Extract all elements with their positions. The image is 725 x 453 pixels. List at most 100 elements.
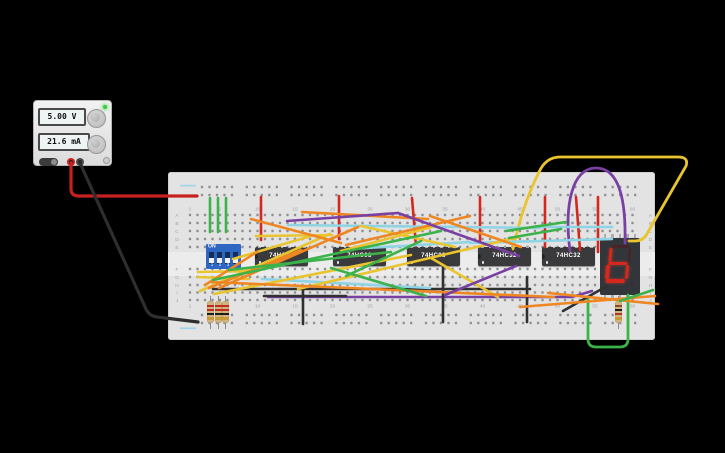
display-pin[interactable] — [618, 294, 622, 299]
chip-pin[interactable] — [455, 265, 458, 266]
display-pin[interactable] — [633, 233, 637, 238]
chip-pin[interactable] — [410, 265, 413, 266]
chip-pin[interactable] — [545, 247, 548, 248]
wire[interactable] — [296, 235, 521, 291]
wire[interactable] — [507, 227, 563, 240]
chip-pin[interactable] — [410, 247, 413, 248]
chip-74hc32-b[interactable]: 74HC32 — [542, 247, 595, 266]
wire[interactable] — [211, 229, 443, 282]
power-supply[interactable]: 5.00 V 21.6 mA — [33, 100, 112, 166]
wire[interactable] — [428, 214, 523, 249]
chip-pin[interactable] — [265, 247, 269, 248]
chip-pin[interactable] — [455, 247, 458, 248]
chip-pin[interactable] — [481, 265, 484, 266]
dip-slider-3[interactable] — [225, 251, 230, 264]
wire[interactable] — [511, 155, 689, 251]
chip-pin[interactable] — [503, 265, 507, 266]
chip-pin[interactable] — [343, 247, 347, 248]
wire[interactable] — [286, 223, 542, 230]
wire[interactable] — [266, 289, 594, 299]
chip-pin[interactable] — [425, 247, 428, 248]
wire[interactable] — [329, 266, 428, 298]
chip-pin[interactable] — [280, 247, 284, 248]
display-pin[interactable] — [603, 233, 607, 238]
wire[interactable] — [231, 234, 313, 261]
chip-pin[interactable] — [288, 265, 291, 266]
wire[interactable] — [504, 220, 568, 233]
wire[interactable] — [443, 264, 518, 297]
chip-pin[interactable] — [303, 265, 306, 266]
wire[interactable] — [586, 293, 630, 349]
chip-74hc32-a[interactable]: 74HC32 — [478, 247, 531, 266]
chip-pin[interactable] — [511, 265, 514, 266]
chip-pin[interactable] — [336, 265, 339, 266]
chip-pin[interactable] — [526, 265, 529, 266]
dip-switch[interactable]: ON 1 2 3 4 — [206, 244, 241, 269]
chip-pin[interactable] — [258, 247, 261, 248]
chip-pin[interactable] — [447, 265, 451, 266]
wire[interactable] — [344, 214, 472, 247]
chip-pin[interactable] — [552, 265, 556, 266]
chip-pin[interactable] — [488, 265, 492, 266]
display-pin[interactable] — [611, 233, 614, 238]
wire[interactable] — [618, 288, 655, 303]
chip-pin[interactable] — [295, 265, 299, 266]
display-pin[interactable] — [626, 233, 629, 238]
chip-pin[interactable] — [303, 247, 306, 248]
chip-pin[interactable] — [440, 247, 443, 248]
chip-pin[interactable] — [432, 247, 436, 248]
dip-slider-2[interactable] — [217, 251, 222, 264]
chip-pin[interactable] — [417, 265, 421, 266]
chip-pin[interactable] — [552, 247, 556, 248]
chip-pin[interactable] — [518, 265, 522, 266]
wire[interactable] — [69, 161, 199, 198]
wire[interactable] — [339, 225, 434, 253]
display-pin[interactable] — [611, 294, 614, 299]
chip-pin[interactable] — [425, 265, 428, 266]
wire[interactable] — [429, 256, 500, 299]
dip-slider-1[interactable] — [209, 251, 214, 264]
chip-pin[interactable] — [373, 265, 377, 266]
chip-pin[interactable] — [440, 265, 443, 266]
wire[interactable] — [209, 280, 556, 299]
chip-pin[interactable] — [582, 265, 586, 266]
chip-pin[interactable] — [381, 265, 384, 266]
chip-pin[interactable] — [503, 247, 507, 248]
wire[interactable] — [217, 225, 360, 290]
chip-pin[interactable] — [481, 247, 484, 248]
wire[interactable] — [249, 217, 343, 245]
power-toggle[interactable] — [39, 158, 58, 166]
wire[interactable] — [546, 291, 660, 306]
chip-pin[interactable] — [447, 247, 451, 248]
chip-pin[interactable] — [432, 265, 436, 266]
wire[interactable] — [285, 211, 400, 223]
chip-pin[interactable] — [526, 247, 529, 248]
current-knob[interactable] — [87, 135, 106, 154]
chip-pin[interactable] — [496, 265, 499, 266]
wire[interactable] — [566, 166, 627, 253]
wire[interactable] — [574, 195, 582, 252]
chip-pin[interactable] — [417, 247, 421, 248]
chip-pin[interactable] — [343, 265, 347, 266]
chip-pin[interactable] — [288, 247, 291, 248]
chip-pin[interactable] — [582, 247, 586, 248]
chip-pin[interactable] — [336, 247, 339, 248]
wire[interactable] — [78, 161, 200, 324]
wire[interactable] — [396, 211, 521, 258]
wire[interactable] — [344, 239, 423, 278]
wire[interactable] — [359, 224, 457, 249]
chip-pin[interactable] — [488, 247, 492, 248]
chip-pin[interactable] — [560, 247, 563, 248]
chip-pin[interactable] — [567, 265, 571, 266]
wire[interactable] — [561, 284, 609, 313]
chip-pin[interactable] — [575, 247, 578, 248]
chip-pin[interactable] — [575, 265, 578, 266]
chip-pin[interactable] — [590, 265, 593, 266]
wire[interactable] — [260, 277, 432, 290]
chip-pin[interactable] — [545, 265, 548, 266]
display-pin[interactable] — [618, 233, 622, 238]
wire[interactable] — [254, 233, 334, 238]
wire[interactable] — [227, 250, 393, 272]
chip-pin[interactable] — [560, 265, 563, 266]
voltage-knob[interactable] — [87, 109, 106, 128]
